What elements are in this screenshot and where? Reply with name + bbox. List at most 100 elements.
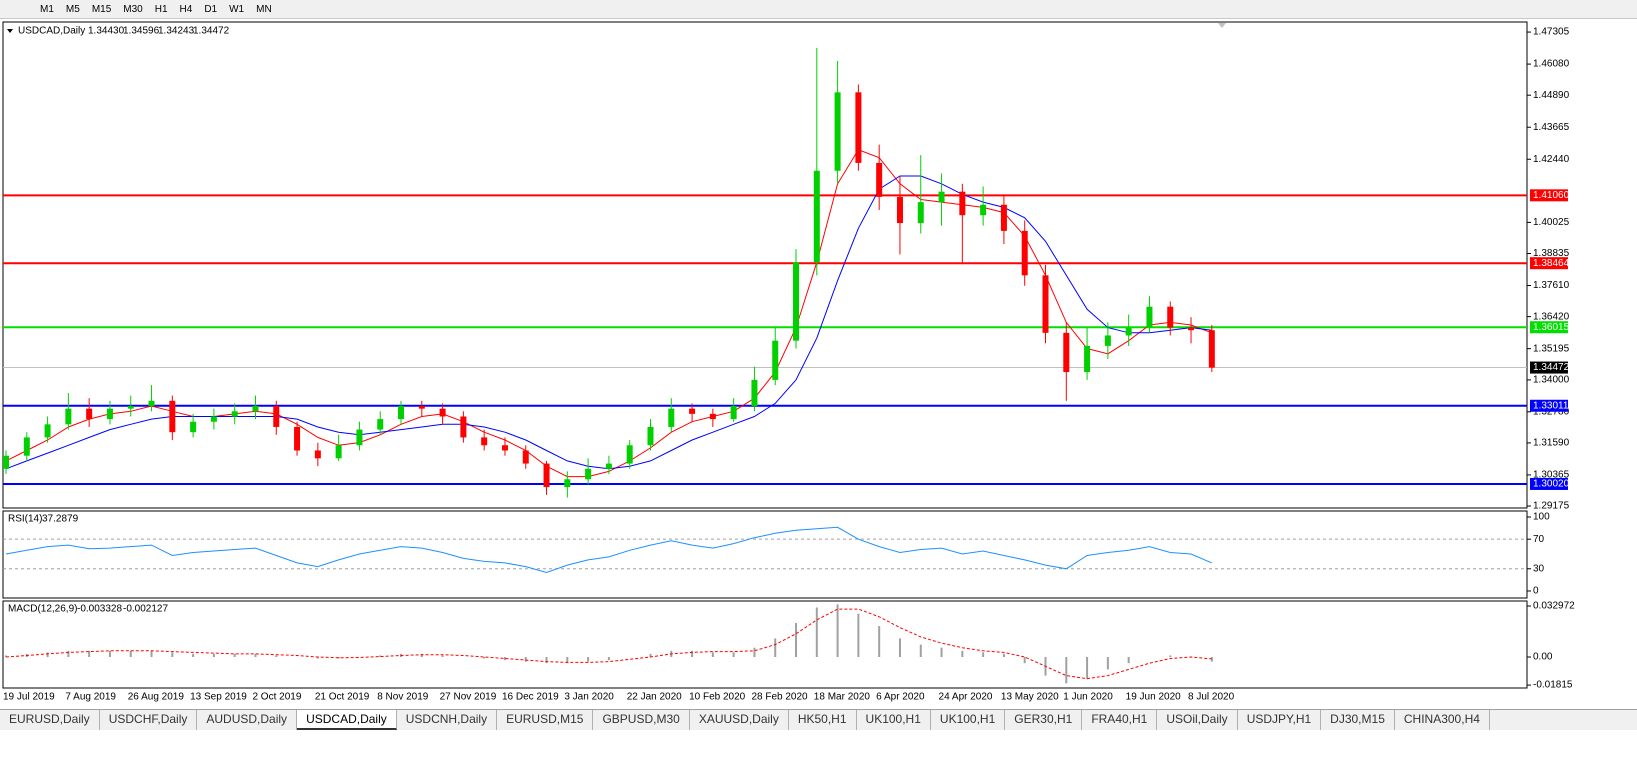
candle-body — [252, 406, 259, 412]
chart-title: USDCAD,Daily — [18, 26, 85, 37]
level-label-box — [1530, 189, 1568, 202]
y-tick-label: 1.37610 — [1533, 280, 1570, 291]
timeframe-button[interactable]: MN — [256, 3, 272, 15]
x-tick-label: 1 Jun 2020 — [1063, 692, 1113, 703]
candle-body — [481, 437, 488, 446]
timeframe-button[interactable]: H4 — [179, 3, 193, 15]
symbol-tab[interactable]: USDCAD,Daily — [297, 710, 397, 730]
candle-body — [543, 463, 550, 488]
timeframe-button[interactable]: H1 — [154, 3, 168, 15]
last-price-box — [1530, 361, 1568, 374]
symbol-tab[interactable]: UK100,H1 — [857, 710, 931, 730]
y-tick-label: 1.43665 — [1533, 122, 1570, 133]
candle-body — [418, 406, 425, 409]
level-label-box — [1530, 257, 1568, 270]
symbol-tab[interactable]: XAUUSD,Daily — [690, 710, 789, 730]
candle-body — [1167, 306, 1174, 328]
level-label-box — [1530, 477, 1568, 490]
candle-body — [169, 400, 176, 433]
candle-body — [730, 406, 737, 420]
candle-body — [564, 479, 571, 488]
candle-body — [86, 408, 93, 420]
level-label: 1.36015 — [1533, 322, 1570, 333]
candle-body — [585, 468, 592, 480]
y-tick-label: 1.34000 — [1533, 375, 1570, 386]
symbol-tab[interactable]: HK50,H1 — [789, 710, 857, 730]
candle-body — [668, 408, 675, 427]
symbol-tab[interactable]: USDJPY,H1 — [1238, 710, 1322, 730]
candle-body — [793, 262, 800, 341]
indicator-value: -0.002127 — [123, 604, 168, 615]
x-tick-label: 28 Feb 2020 — [751, 692, 808, 703]
level-label-box — [1530, 321, 1568, 334]
x-tick-label: 19 Jun 2020 — [1126, 692, 1181, 703]
y-tick-label: 1.44890 — [1533, 90, 1570, 101]
ohlc-value: 1.34243 — [158, 26, 195, 37]
candle-body — [876, 162, 883, 197]
symbol-tab[interactable]: EURUSD,Daily — [0, 710, 100, 730]
candle-body — [294, 426, 301, 451]
symbol-tab[interactable]: FRA40,H1 — [1082, 710, 1158, 730]
y-tick-label: 1.47305 — [1533, 27, 1570, 38]
y-tick-label: 0.00 — [1533, 652, 1553, 663]
candle-body — [813, 170, 820, 263]
last-price-label: 1.34472 — [1533, 362, 1570, 373]
symbol-tab[interactable]: AUDUSD,Daily — [197, 710, 298, 730]
candle-body — [210, 416, 217, 422]
rsi-line — [5, 526, 1212, 574]
x-tick-label: 27 Nov 2019 — [440, 692, 497, 703]
timeframe-button[interactable]: M1 — [40, 3, 54, 15]
candle-body — [522, 450, 529, 464]
candle-body — [44, 424, 51, 438]
y-tick-label: 0 — [1533, 586, 1539, 597]
indicator-value: 37.2879 — [42, 514, 79, 525]
symbol-tab[interactable]: USDCHF,Daily — [100, 710, 198, 730]
candle-body — [106, 408, 113, 420]
level-label: 1.30020 — [1533, 479, 1570, 490]
level-label: 1.33011 — [1533, 400, 1569, 411]
timeframe-toolbar: M1 M5 M15 M30 H1 H4 D1 W1 MN — [0, 0, 1637, 19]
y-tick-label: 1.29175 — [1533, 501, 1570, 512]
symbol-tab[interactable]: CHINA300,H4 — [1395, 710, 1490, 730]
symbol-tab[interactable]: USDCNH,Daily — [397, 710, 498, 730]
chart-area: 1.47305 1.46080 1.44890 1.43665 1.42440 1.400… — [2, 21, 1575, 703]
symbol-tab[interactable]: GBPUSD,M30 — [593, 710, 690, 730]
level-label-box — [1530, 399, 1568, 412]
timeframe-button[interactable]: M30 — [123, 3, 143, 15]
timeframe-button[interactable]: D1 — [204, 3, 218, 15]
level-label: 1.41060 — [1533, 190, 1570, 201]
candle-body — [148, 400, 155, 407]
symbol-tab[interactable]: USOil,Daily — [1157, 710, 1238, 730]
rsi-panel — [2, 510, 1528, 599]
macd-signal — [5, 608, 1212, 680]
timeframe-button[interactable]: M5 — [65, 3, 80, 15]
symbol-tab[interactable]: DJ30,M15 — [1321, 710, 1395, 730]
candle-body — [231, 411, 238, 417]
candle-body — [127, 406, 134, 409]
symbol-tab[interactable]: UK100,H1 — [931, 710, 1006, 730]
symbol-tabs: EURUSD,Daily USDCHF,Daily AUDUSD,Daily USDC… — [0, 709, 1637, 730]
y-tick-label: 0.032972 — [1533, 601, 1575, 612]
candle-body — [751, 379, 758, 407]
x-tick-label: 26 Aug 2019 — [128, 692, 185, 703]
y-tick-label: 100 — [1533, 512, 1550, 523]
candle-body — [1146, 306, 1153, 328]
ohlc-value: 1.34430 — [88, 26, 125, 37]
x-tick-label: 2 Oct 2019 — [252, 692, 301, 703]
moving-average — [5, 175, 1212, 470]
timeframe-button[interactable]: W1 — [229, 3, 245, 15]
timeframe-button[interactable]: M15 — [91, 3, 112, 15]
x-tick-label: 3 Jan 2020 — [564, 692, 614, 703]
x-tick-label: 24 Apr 2020 — [939, 692, 993, 703]
menu-arrow — [7, 29, 13, 33]
symbol-tab[interactable]: GER30,H1 — [1005, 710, 1083, 730]
candle-body — [689, 408, 696, 414]
x-tick-label: 13 May 2020 — [1001, 692, 1059, 703]
candle-body — [1104, 335, 1111, 346]
candle-body — [501, 445, 508, 451]
x-tick-label: 13 Sep 2019 — [190, 692, 247, 703]
main-panel — [2, 21, 1528, 509]
symbol-tab[interactable]: EURUSD,M15 — [497, 710, 594, 730]
candle-body — [896, 196, 903, 224]
